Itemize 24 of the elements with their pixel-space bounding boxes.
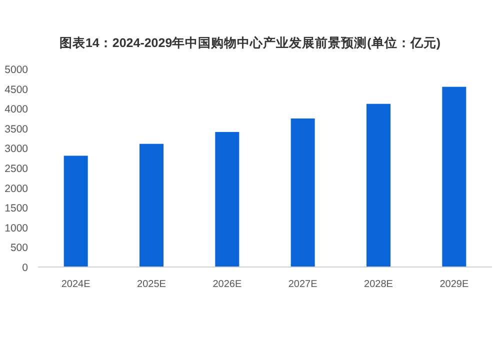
y-tick-label: 5000	[4, 64, 28, 76]
bar	[215, 132, 240, 267]
x-tick-label: 2026E	[212, 279, 242, 290]
bar	[140, 144, 164, 267]
x-tick-label: 2027E	[288, 279, 318, 290]
y-tick-label: 1000	[4, 222, 28, 234]
chart-title: 图表14：2024-2029年中国购物中心产业发展前景预测(单位：亿元)	[59, 35, 441, 50]
y-tick-label: 3000	[4, 143, 28, 156]
y-tick-label: 2500	[4, 163, 28, 175]
y-tick-label: 500	[10, 242, 28, 254]
x-tick-label: 2029E	[440, 279, 469, 290]
x-tick-label: 2028E	[364, 279, 394, 290]
y-tick-label: 1500	[4, 202, 28, 215]
bar	[290, 118, 315, 267]
x-tick-label: 2024E	[61, 279, 91, 290]
y-tick-label: 4500	[4, 84, 28, 96]
y-tick-label: 3500	[4, 123, 28, 136]
y-tick-label: 4000	[4, 104, 28, 116]
x-tick-label: 2025E	[137, 279, 166, 290]
bar	[64, 156, 88, 267]
bar	[442, 86, 466, 267]
y-tick-label: 2000	[4, 182, 28, 195]
bar	[366, 104, 390, 267]
y-tick-label: 0	[22, 262, 28, 274]
